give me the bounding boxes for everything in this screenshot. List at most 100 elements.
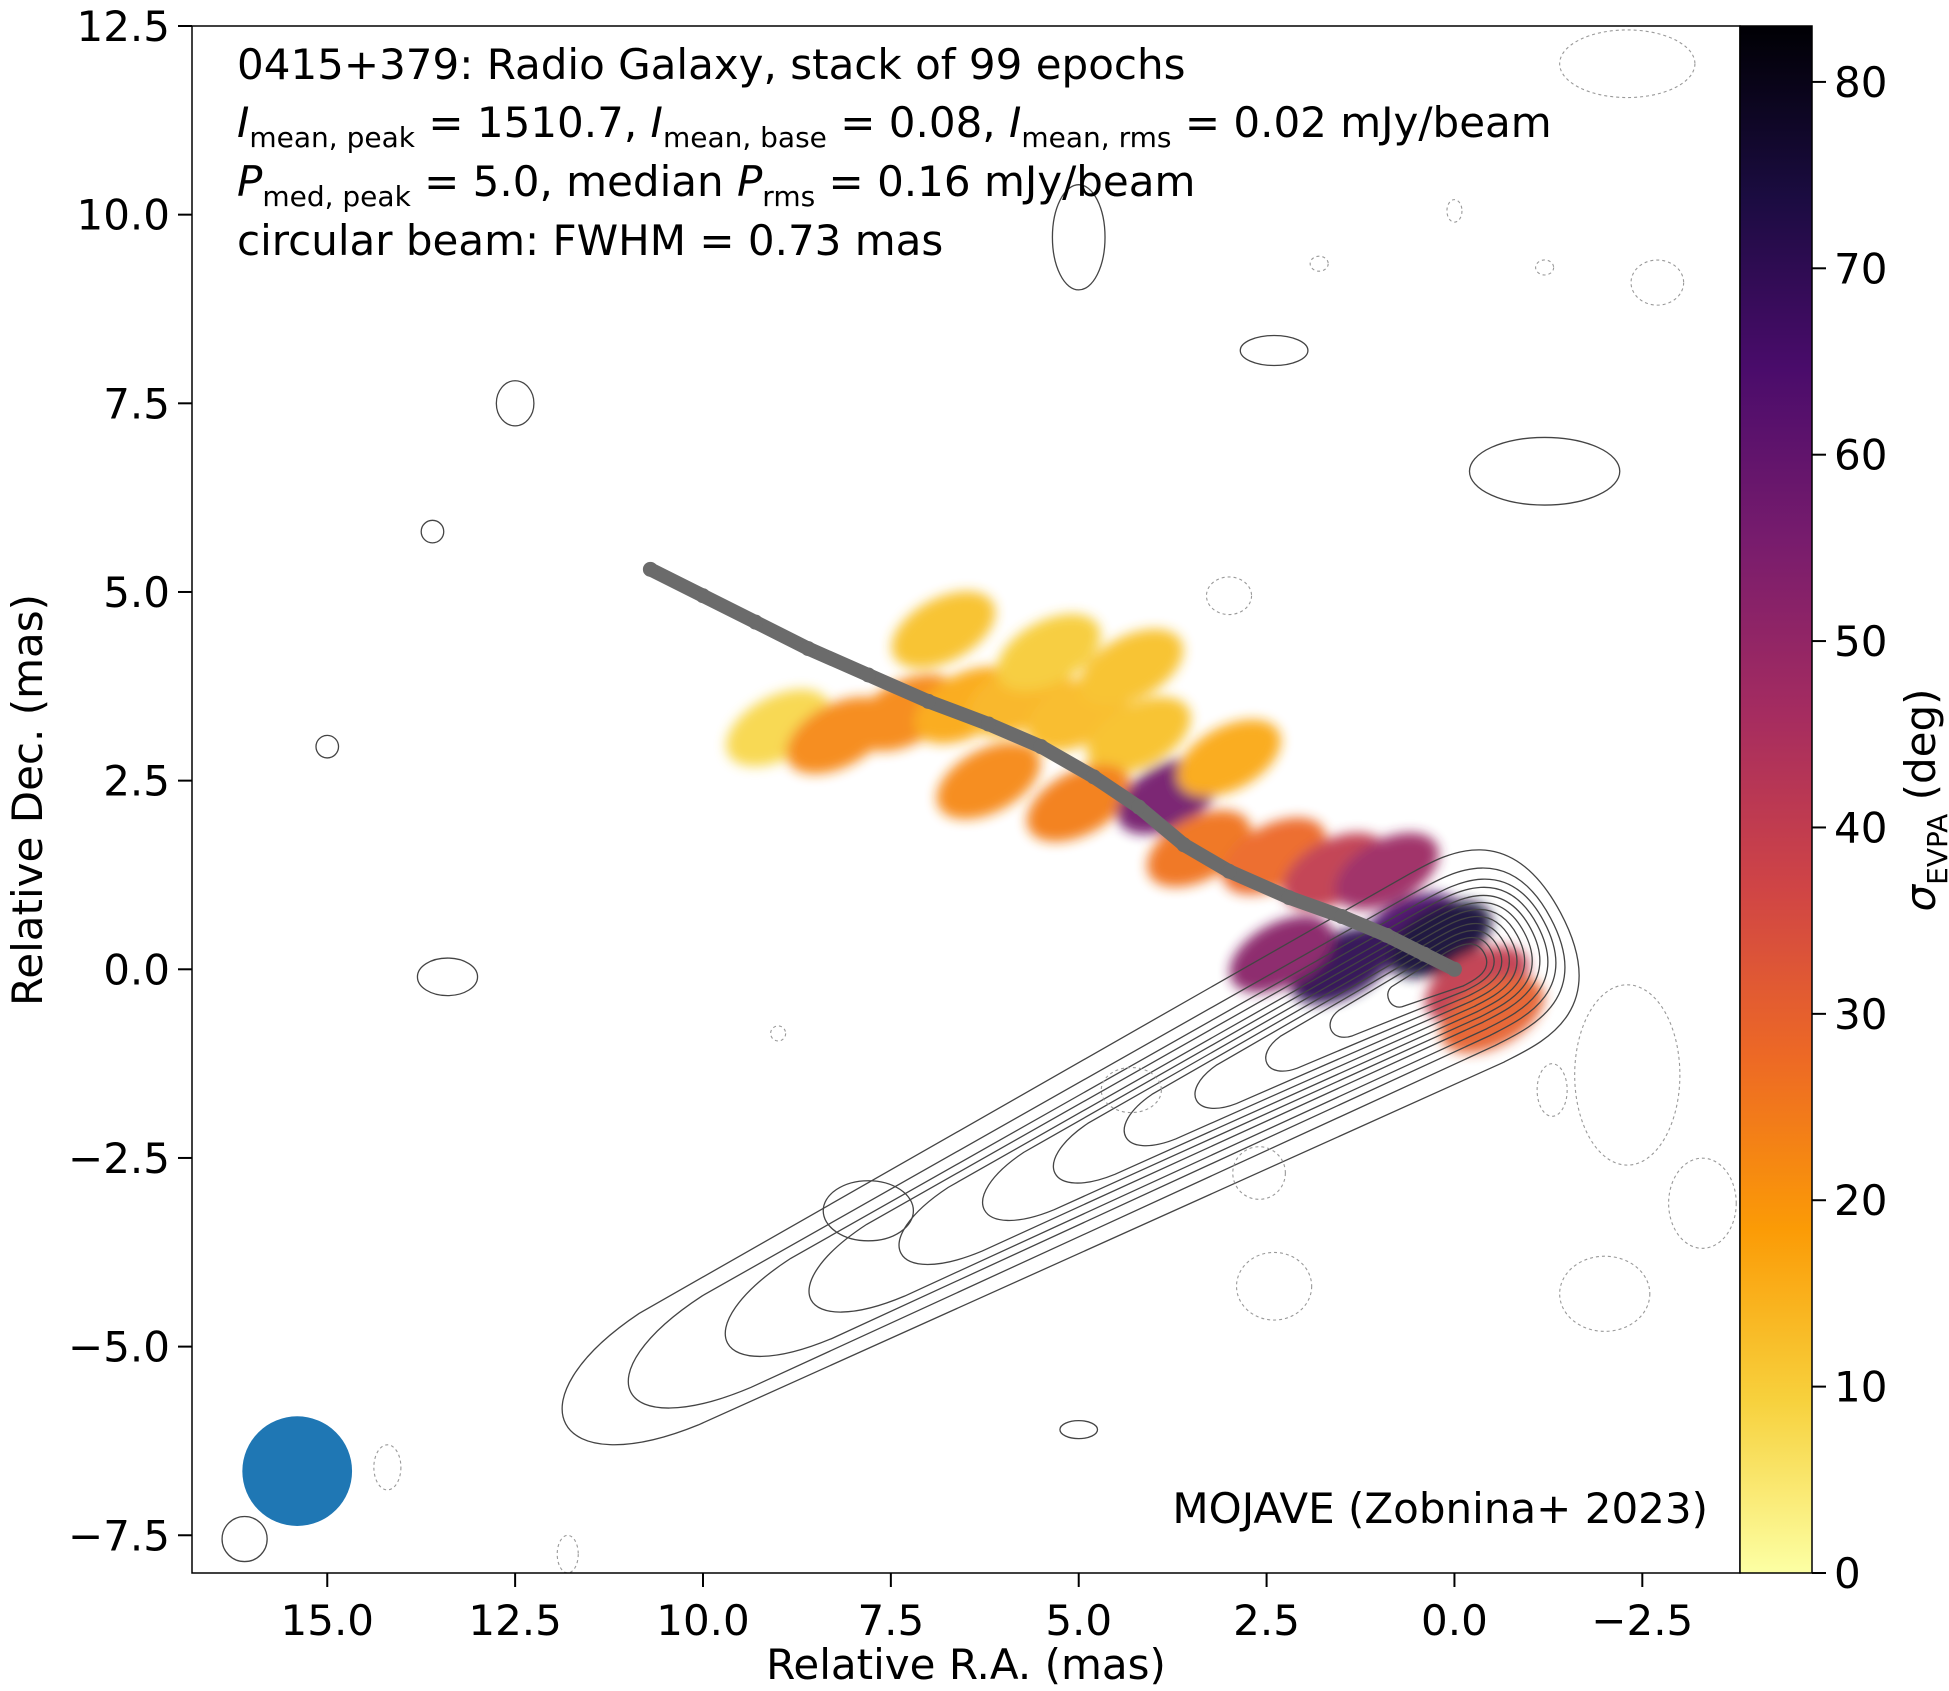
ridgeline-point [1033, 739, 1049, 755]
x-tick-label: 7.5 [857, 1596, 924, 1645]
info-line-4: circular beam: FWHM = 0.73 mas [237, 216, 943, 265]
credit-label: MOJAVE (Zobnina+ 2023) [1172, 1484, 1708, 1533]
evpa-pixel [936, 742, 1041, 820]
colorbar-tick-label: 10 [1834, 1363, 1887, 1412]
contour-island [1468, 436, 1621, 506]
colorbar-title: σEVPA (deg) [1896, 688, 1949, 911]
contour-island [822, 1180, 915, 1242]
x-tick-label: 10.0 [656, 1596, 750, 1645]
contour-level [1194, 922, 1511, 1109]
y-tick-label: 7.5 [103, 379, 170, 428]
contour-island-negative [770, 1025, 787, 1042]
plot-area [221, 29, 1737, 1573]
evpa-pixel [891, 591, 996, 669]
ridgeline-point [642, 561, 658, 577]
ridgeline-point [1086, 769, 1102, 785]
x-tick-label: 0.0 [1421, 1596, 1488, 1645]
y-tick-label: 10.0 [76, 191, 170, 240]
x-axis-title: Relative R.A. (mas) [766, 1640, 1166, 1689]
evpa-pixel [1079, 629, 1184, 706]
contour-island-negative [1559, 1255, 1651, 1332]
contour-level [724, 878, 1557, 1357]
ridgeline-point [1281, 890, 1297, 906]
contour-island-negative [1235, 1251, 1313, 1321]
contour-level [627, 867, 1566, 1409]
contour-island [221, 1515, 268, 1563]
jet-ridgeline [642, 561, 1462, 977]
y-axis-ticks: 12.5 10.0 7.5 5.0 2.5 0.0 −2.5 −5.0 −7.5 [68, 2, 192, 1560]
ridgeline-point [748, 614, 764, 630]
contour-island-negative [1559, 29, 1696, 99]
intensity-contours [221, 29, 1737, 1573]
contour-level [982, 901, 1533, 1221]
info-line-1: 0415+379: Radio Galaxy, stack of 99 epoc… [237, 40, 1186, 89]
colorbar-tick-label: 30 [1834, 990, 1887, 1039]
ridgeline-point [1334, 908, 1350, 924]
contour-level [1387, 943, 1488, 1008]
colorbar: 0 10 20 30 40 50 60 70 80 σEVPA (deg) [1739, 25, 1949, 1598]
evpa-pixel [1086, 696, 1191, 774]
contour-level [808, 886, 1549, 1313]
contour-island-negative [1100, 1066, 1162, 1114]
evpa-pixel [996, 613, 1101, 691]
contour-island-negative [1205, 576, 1253, 616]
contour-island [1051, 184, 1106, 291]
contour-island-negative [1232, 1146, 1286, 1200]
contour-level [898, 894, 1541, 1266]
beam-ellipse [242, 1416, 353, 1526]
contour-island-negative [1536, 1063, 1568, 1117]
contour-island-negative [556, 1534, 579, 1573]
info-block: 0415+379: Radio Galaxy, stack of 99 epoc… [237, 40, 1552, 265]
ridgeline-point [1176, 837, 1192, 853]
colorbar-tick-label: 50 [1834, 617, 1887, 666]
contour-island-negative [1630, 259, 1685, 306]
contour-island-negative [1535, 259, 1555, 276]
y-tick-label: 2.5 [103, 757, 170, 806]
contour-island-negative [1309, 255, 1329, 272]
colorbar-tick-label: 20 [1834, 1176, 1887, 1225]
colorbar-fill [1739, 25, 1813, 1574]
contour-island-negative [373, 1444, 402, 1491]
y-tick-label: −5.0 [68, 1323, 170, 1372]
ridgeline-point [981, 716, 997, 732]
ridgeline-point [1416, 946, 1432, 962]
colorbar-tick-label: 40 [1834, 803, 1887, 852]
contour-island-negative [1668, 1157, 1737, 1249]
contour-level [1265, 929, 1503, 1072]
x-tick-label: 2.5 [1233, 1596, 1300, 1645]
ridgeline-point [695, 588, 711, 604]
y-tick-label: 0.0 [103, 945, 170, 994]
y-tick-label: −2.5 [68, 1134, 170, 1183]
ridgeline-point [800, 641, 816, 657]
ridgeline-point [1221, 863, 1237, 879]
contour-island [495, 380, 535, 427]
colorbar-ticks: 0 10 20 30 40 50 60 70 80 [1812, 58, 1887, 1598]
evpa-heatmap [726, 591, 1544, 1053]
colorbar-tick-label: 60 [1834, 431, 1887, 480]
contour-level [1329, 936, 1495, 1038]
evpa-pixel [1334, 832, 1439, 910]
contour-level [561, 849, 1580, 1446]
contour-island [1239, 334, 1309, 367]
contour-level [1052, 908, 1526, 1184]
contour-island [1059, 1419, 1099, 1440]
evpa-pixel [1229, 915, 1334, 993]
contour-island [416, 957, 479, 997]
colorbar-tick-label: 0 [1834, 1549, 1861, 1598]
contour-island-negative [1446, 199, 1463, 223]
x-axis-ticks: 15.0 12.5 10.0 7.5 5.0 2.5 0.0 −2.5 [281, 1573, 1693, 1645]
y-tick-label: −7.5 [68, 1511, 170, 1560]
y-axis-title: Relative Dec. (mas) [3, 594, 52, 1006]
evpa-pixel [1177, 719, 1281, 797]
colorbar-tick-label: 80 [1834, 58, 1887, 107]
x-tick-label: 12.5 [468, 1596, 562, 1645]
x-tick-label: 5.0 [1045, 1596, 1112, 1645]
x-tick-label: −2.5 [1591, 1596, 1693, 1645]
info-line-3: Pmed, peak = 5.0, median Prms = 0.16 mJy… [237, 157, 1195, 213]
ridgeline-point [1131, 799, 1147, 815]
y-tick-label: 5.0 [103, 568, 170, 617]
colorbar-tick-label: 70 [1834, 244, 1887, 293]
ridgeline-point [920, 693, 936, 709]
ridgeline-point [1446, 961, 1462, 977]
info-line-2: Imean, peak = 1510.7, Imean, base = 0.08… [237, 98, 1552, 154]
